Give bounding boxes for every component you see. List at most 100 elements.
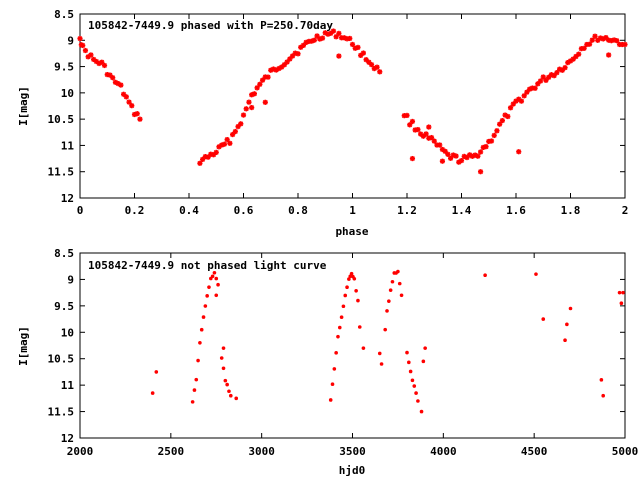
y-tick-label: 8.5 [54, 247, 74, 260]
x-tick-label: 1.2 [397, 204, 417, 217]
data-point [225, 382, 229, 387]
data-point [453, 153, 459, 159]
data-point [586, 41, 593, 47]
x-tick-label: 4500 [521, 445, 548, 458]
data-point [349, 271, 354, 276]
data-point [617, 290, 622, 295]
data-point [341, 304, 346, 309]
data-point [385, 309, 389, 313]
x-tick-label: 2000 [67, 445, 94, 458]
data-point [240, 112, 247, 118]
data-point [516, 149, 522, 155]
data-point [419, 409, 424, 414]
data-point [257, 81, 263, 87]
data-point [330, 382, 335, 386]
data-point [219, 356, 224, 360]
data-point [246, 99, 252, 105]
data-point [458, 158, 465, 164]
data-point [118, 82, 124, 88]
data-point [339, 315, 344, 320]
y-tick-label: 9 [67, 34, 74, 47]
data-point [374, 64, 380, 70]
data-point [614, 38, 620, 44]
data-point [210, 274, 215, 279]
data-point [330, 28, 337, 34]
data-point [439, 158, 446, 164]
y-tick-label: 11 [61, 139, 75, 152]
data-point [475, 153, 481, 159]
data-point [377, 69, 383, 75]
chart-title: 105842-7449.9 phased with P=250.70day [88, 19, 333, 32]
x-tick-label: 2500 [158, 445, 185, 458]
data-point [621, 290, 625, 295]
data-point [589, 37, 595, 43]
x-tick-label: 1.8 [561, 204, 581, 217]
chart-title: 105842-7449.9 not phased light curve [88, 259, 327, 272]
data-point [221, 141, 228, 147]
data-point [289, 53, 296, 59]
data-point [311, 37, 317, 43]
data-point [426, 124, 432, 130]
y-tick-label: 9.5 [54, 300, 74, 313]
phased-light-curve-chart: 0 0.2 0.4 0.6 0.8 1 1.2 1.4 1.6 1.8 2 8.5 9 9.5 10 10.5… [17, 8, 628, 238]
data-point [499, 117, 505, 124]
data-point [228, 393, 233, 398]
data-point [408, 369, 413, 374]
data-point [390, 279, 395, 284]
data-point [345, 285, 349, 290]
x-tick-label: 0.6 [234, 204, 254, 217]
x-axis-label: phase [335, 225, 368, 238]
data-point [416, 399, 420, 403]
data-point [234, 396, 239, 401]
data-point [387, 299, 391, 303]
data-point [238, 121, 244, 127]
data-point [201, 315, 206, 319]
data-point [216, 282, 220, 287]
data-point [407, 360, 411, 365]
x-tick-label: 3000 [248, 445, 275, 458]
data-point [254, 85, 260, 91]
data-point [227, 389, 231, 394]
plot-frame [79, 252, 626, 439]
data-point [121, 91, 127, 97]
data-point [232, 128, 238, 135]
data-point [190, 400, 195, 404]
data-point [80, 42, 86, 49]
data-point [562, 65, 568, 71]
data-point [251, 91, 257, 97]
data-point [214, 276, 219, 281]
data-point [505, 113, 511, 120]
x-tick-label: 1.6 [506, 204, 526, 217]
data-point [129, 103, 135, 109]
data-point [464, 154, 470, 161]
data-point [221, 366, 226, 371]
y-tick-label: 12 [61, 432, 74, 445]
data-point [349, 41, 356, 48]
data-point [154, 370, 159, 374]
data-point [570, 56, 576, 62]
data-point [563, 338, 567, 343]
data-point [194, 377, 199, 382]
data-point [405, 350, 409, 355]
data-point [414, 391, 418, 395]
data-point [196, 358, 200, 363]
data-point [537, 78, 544, 84]
data-point [336, 53, 342, 59]
data-point [101, 62, 108, 69]
y-axis-label: I[mag] [17, 86, 30, 126]
data-point [592, 33, 598, 39]
data-point [77, 35, 83, 42]
data-point [507, 105, 514, 111]
data-point [421, 359, 426, 364]
data-point [377, 351, 382, 356]
x-tick-label: 5000 [612, 445, 639, 458]
data-point [221, 346, 226, 350]
data-point [567, 58, 574, 64]
data-point [265, 74, 271, 80]
data-point [568, 306, 573, 311]
data-point [535, 81, 541, 87]
data-point [352, 276, 357, 281]
y-tick-label: 9 [67, 273, 74, 286]
data-point [491, 132, 497, 139]
